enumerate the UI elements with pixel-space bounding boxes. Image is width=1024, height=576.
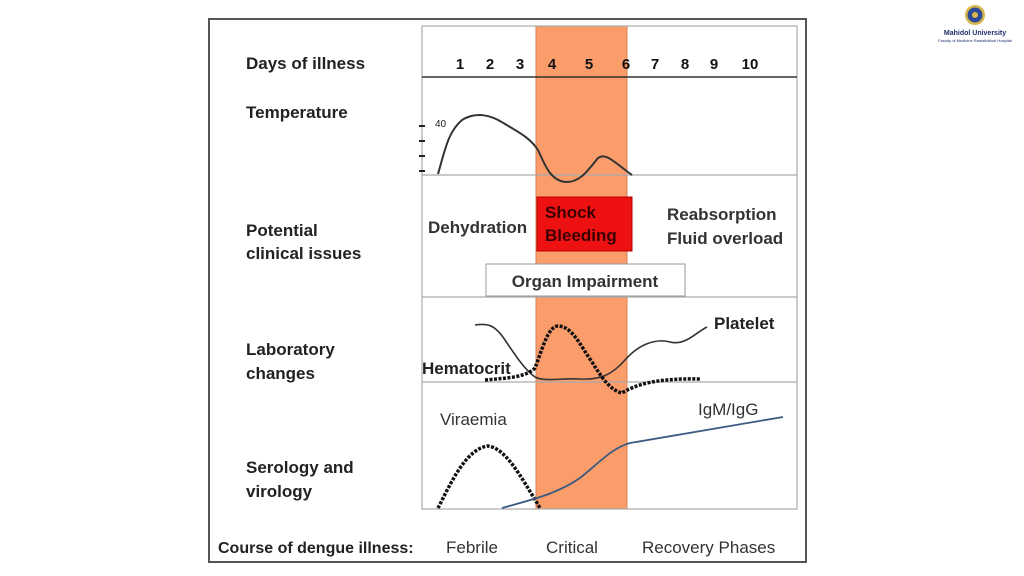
phase-recovery: Recovery Phases bbox=[642, 538, 775, 557]
platelet-label: Platelet bbox=[714, 314, 775, 333]
day-label: 10 bbox=[742, 56, 759, 73]
fluid-overload-label: Fluid overload bbox=[667, 229, 783, 248]
row-label-temperature: Temperature bbox=[246, 103, 348, 122]
organ-impairment-box bbox=[485, 263, 686, 297]
row-label-clinical-2: clinical issues bbox=[246, 244, 361, 263]
igm-igg-label: IgM/IgG bbox=[698, 400, 758, 419]
platelet-curve bbox=[474, 323, 708, 381]
day-label: 3 bbox=[516, 56, 524, 73]
temperature-ticks bbox=[419, 125, 425, 172]
temperature-tick-40: 40 bbox=[435, 119, 447, 130]
hematocrit-curve bbox=[484, 324, 701, 395]
logo-subtitle: Faculty of Medicine Ramathibodi Hospital bbox=[938, 38, 1012, 43]
day-label: 8 bbox=[681, 56, 689, 73]
logo-name: Mahidol University bbox=[944, 30, 1006, 37]
viraemia-curve bbox=[436, 444, 542, 509]
viraemia-label: Viraemia bbox=[440, 410, 507, 429]
row-label-clinical-1: Potential bbox=[246, 221, 318, 240]
phase-febrile: Febrile bbox=[446, 538, 498, 557]
row-label-sero-1: Serology and bbox=[246, 458, 354, 477]
day-label: 2 bbox=[486, 56, 494, 73]
day-label: 1 bbox=[456, 56, 464, 73]
day-label: 4 bbox=[548, 56, 557, 73]
university-logo: Mahidol University Faculty of Medicine R… bbox=[938, 5, 1012, 43]
grid bbox=[421, 25, 798, 510]
row-label-lab-1: Laboratory bbox=[246, 340, 335, 359]
course-label: Course of dengue illness: bbox=[218, 540, 414, 557]
hematocrit-label: Hematocrit bbox=[422, 359, 511, 378]
day-label: 9 bbox=[710, 56, 718, 73]
row-label-sero-2: virology bbox=[246, 482, 313, 501]
igm-igg-curve bbox=[501, 416, 784, 509]
dehydration-label: Dehydration bbox=[428, 218, 527, 237]
bleeding-label: Bleeding bbox=[545, 226, 617, 245]
day-ticks: 1 2 3 4 5 6 7 8 9 10 bbox=[456, 56, 759, 73]
organ-impairment-label: Organ Impairment bbox=[512, 272, 659, 291]
day-label: 6 bbox=[622, 56, 630, 73]
temperature-curve bbox=[437, 114, 633, 184]
reabsorption-label: Reabsorption bbox=[667, 205, 777, 224]
row-label-lab-2: changes bbox=[246, 364, 315, 383]
phase-critical: Critical bbox=[546, 538, 598, 557]
shock-label: Shock bbox=[545, 203, 597, 222]
shock-bleeding-box bbox=[536, 196, 633, 252]
day-label: 5 bbox=[585, 56, 593, 73]
day-label: 7 bbox=[651, 56, 659, 73]
row-label-days: Days of illness bbox=[246, 54, 365, 73]
